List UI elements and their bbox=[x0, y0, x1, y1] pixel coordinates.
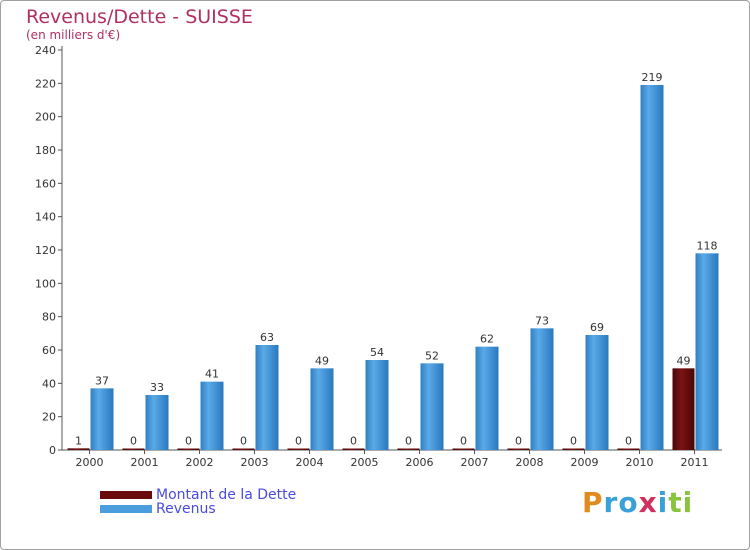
legend-swatch-revenue bbox=[100, 505, 152, 513]
label-debt-2004: 0 bbox=[295, 435, 302, 448]
y-tick-label: 120 bbox=[35, 244, 56, 257]
label-revenue-2005: 54 bbox=[370, 346, 384, 359]
logo-letter: i bbox=[682, 486, 694, 519]
logo-letter: t bbox=[668, 486, 683, 519]
bar-debt-2006 bbox=[397, 448, 420, 450]
bar-revenue-2000 bbox=[90, 388, 114, 450]
y-tick-label: 60 bbox=[42, 344, 56, 357]
x-tick-label: 2004 bbox=[296, 456, 324, 469]
y-tick-label: 140 bbox=[35, 211, 56, 224]
label-revenue-2009: 69 bbox=[590, 321, 604, 334]
label-debt-2005: 0 bbox=[350, 435, 357, 448]
bar-debt-2001 bbox=[122, 448, 145, 450]
y-tick-label: 240 bbox=[35, 44, 56, 57]
chart-title: Revenus/Dette - SUISSE bbox=[26, 6, 253, 28]
x-tick-label: 2001 bbox=[131, 456, 159, 469]
legend-label-revenue: Revenus bbox=[156, 501, 216, 517]
bar-revenue-2008 bbox=[530, 328, 554, 450]
label-revenue-2011: 118 bbox=[697, 239, 718, 252]
bar-debt-2009 bbox=[562, 448, 585, 450]
label-revenue-2003: 63 bbox=[260, 331, 274, 344]
bar-debt-2003 bbox=[232, 448, 255, 450]
logo-letter: r bbox=[603, 486, 619, 519]
x-tick-label: 2000 bbox=[76, 456, 104, 469]
label-revenue-2006: 52 bbox=[425, 349, 439, 362]
chart-subtitle: (en milliers d'€) bbox=[26, 28, 121, 42]
legend-item-debt: Montant de la Dette bbox=[100, 487, 297, 503]
legend-label-debt: Montant de la Dette bbox=[156, 487, 297, 503]
label-debt-2010: 0 bbox=[625, 435, 632, 448]
y-tick-label: 80 bbox=[42, 311, 56, 324]
label-debt-2000: 1 bbox=[75, 434, 82, 447]
proxiti-logo: Proxiti bbox=[582, 486, 693, 519]
bar-debt-2005 bbox=[342, 448, 365, 450]
label-revenue-2000: 37 bbox=[95, 374, 109, 387]
bar-debt-2004 bbox=[287, 448, 310, 450]
label-debt-2006: 0 bbox=[405, 435, 412, 448]
label-debt-2001: 0 bbox=[130, 435, 137, 448]
x-tick-label: 2006 bbox=[406, 456, 434, 469]
y-tick-label: 0 bbox=[49, 444, 56, 457]
label-revenue-2001: 33 bbox=[150, 381, 164, 394]
logo-letter: x bbox=[638, 486, 658, 519]
label-debt-2009: 0 bbox=[570, 435, 577, 448]
label-debt-2011: 49 bbox=[677, 354, 691, 367]
data-labels: 1 37 0 33 0 41 0 63 0 49 0 54 0 52 0 62 0 73 0 69 0 219 49 118 bbox=[75, 71, 718, 448]
y-tick-label: 180 bbox=[35, 144, 56, 157]
label-revenue-2008: 73 bbox=[535, 314, 549, 327]
legend-item-revenue: Revenus bbox=[100, 501, 216, 517]
bar-revenue-2005 bbox=[365, 360, 389, 450]
y-tick-label: 200 bbox=[35, 111, 56, 124]
bar-revenue-2011 bbox=[695, 253, 719, 450]
bar-revenue-2009 bbox=[585, 335, 609, 450]
bar-debt-2010 bbox=[617, 448, 640, 450]
logo-letter: P bbox=[582, 486, 604, 519]
x-tick-label: 2011 bbox=[681, 456, 709, 469]
bar-revenue-2003 bbox=[255, 345, 279, 450]
bar-debt-2000 bbox=[67, 448, 90, 450]
x-tick-label: 2007 bbox=[461, 456, 489, 469]
bar-revenue-2002 bbox=[200, 381, 224, 450]
y-tick-label: 160 bbox=[35, 177, 56, 190]
y-tick-label: 220 bbox=[35, 77, 56, 90]
bar-revenue-2006 bbox=[420, 363, 444, 450]
bar-revenue-2004 bbox=[310, 368, 334, 450]
bar-revenue-2001 bbox=[145, 395, 169, 450]
bar-debt-2008 bbox=[507, 448, 530, 450]
bar-debt-2002 bbox=[177, 448, 200, 450]
bar-revenue-2010 bbox=[640, 85, 664, 450]
bar-debt-2007 bbox=[452, 448, 475, 450]
legend-swatch-debt bbox=[100, 491, 152, 499]
label-revenue-2007: 62 bbox=[480, 333, 494, 346]
logo-letter: i bbox=[657, 486, 669, 519]
label-revenue-2004: 49 bbox=[315, 354, 329, 367]
label-debt-2002: 0 bbox=[185, 435, 192, 448]
label-debt-2008: 0 bbox=[515, 435, 522, 448]
x-tick-label: 2005 bbox=[351, 456, 379, 469]
label-revenue-2010: 219 bbox=[642, 71, 663, 84]
x-tick-label: 2010 bbox=[626, 456, 654, 469]
x-tick-label: 2003 bbox=[241, 456, 269, 469]
label-debt-2007: 0 bbox=[460, 435, 467, 448]
y-tick-label: 100 bbox=[35, 277, 56, 290]
x-tick-label: 2008 bbox=[516, 456, 544, 469]
bar-revenue-2007 bbox=[475, 346, 499, 450]
bars bbox=[67, 85, 719, 450]
x-tick-label: 2002 bbox=[186, 456, 214, 469]
logo-letter: o bbox=[618, 486, 639, 519]
y-tick-label: 40 bbox=[42, 377, 56, 390]
label-debt-2003: 0 bbox=[240, 435, 247, 448]
bar-debt-2011 bbox=[672, 368, 695, 450]
y-tick-label: 20 bbox=[42, 411, 56, 424]
label-revenue-2002: 41 bbox=[205, 368, 219, 381]
x-tick-label: 2009 bbox=[571, 456, 599, 469]
